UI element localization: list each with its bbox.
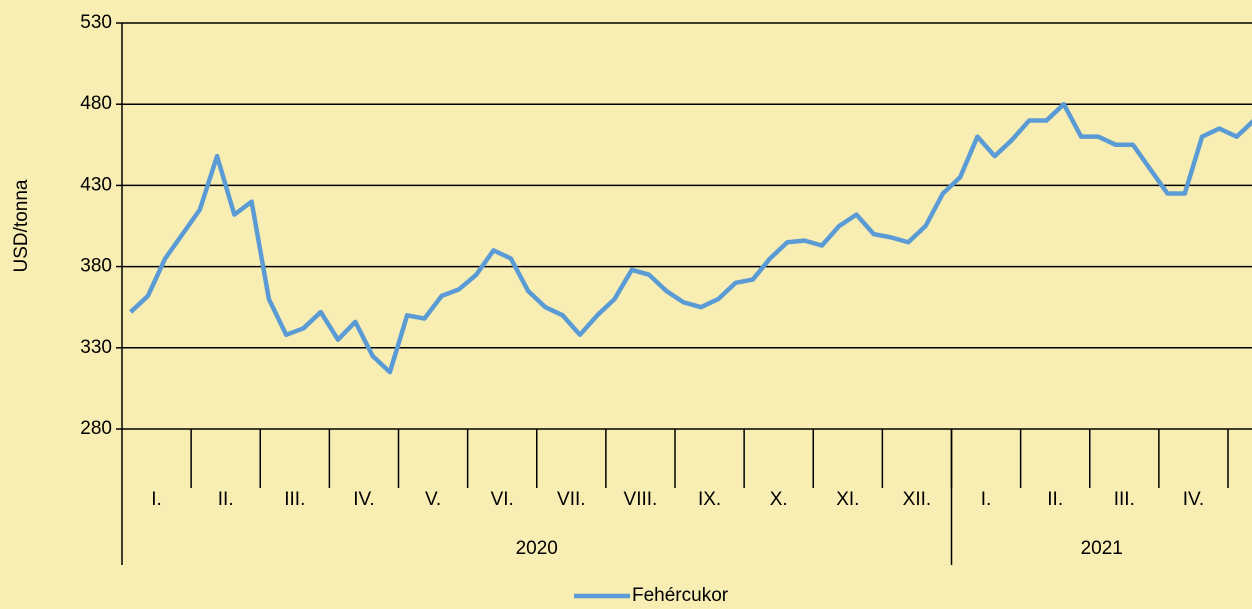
y-tick-label: 480 [80,93,112,114]
year-label: 2020 [516,538,558,559]
x-tick-label: IX. [698,489,721,510]
x-tick-label: V. [425,489,441,510]
x-tick-label: I. [151,489,162,510]
year-label: 2021 [1081,538,1123,559]
y-tick-label: 380 [80,256,112,277]
x-tick-label: XII. [903,489,932,510]
y-tick-label: 430 [80,174,112,195]
x-tick-label: VII. [557,489,586,510]
x-tick-label: I. [981,489,992,510]
data-line [129,101,1252,375]
y-tick-label: 530 [80,12,112,33]
x-tick-label: XI. [836,489,859,510]
x-tick-label: VI. [491,489,514,510]
x-tick-label: III. [284,489,305,510]
x-tick-label: III. [1114,489,1135,510]
x-tick-label: IV. [1183,489,1205,510]
x-tick-label: VIII. [624,489,658,510]
y-tick-label: 280 [80,418,112,439]
x-tick-label: X. [770,489,788,510]
x-tick-label: II. [218,489,234,510]
legend-label: Fehércukor [632,585,729,606]
y-axis-label: USD/tonna [11,179,32,272]
x-tick-label: IV. [353,489,375,510]
x-tick-label: II. [1047,489,1063,510]
y-tick-label: 330 [80,337,112,358]
